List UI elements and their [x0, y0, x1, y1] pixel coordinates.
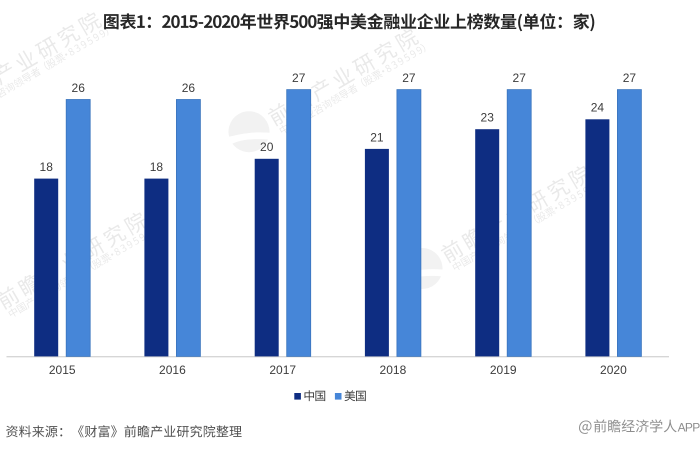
svg-text:27: 27	[292, 71, 306, 85]
svg-text:26: 26	[72, 81, 86, 95]
svg-text:2020: 2020	[600, 363, 627, 377]
svg-text:18: 18	[40, 160, 54, 174]
svg-text:27: 27	[402, 71, 416, 85]
svg-text:21: 21	[370, 130, 384, 144]
svg-text:18: 18	[150, 160, 164, 174]
svg-text:23: 23	[481, 111, 495, 125]
svg-text:2015: 2015	[49, 363, 76, 377]
svg-text:24: 24	[591, 101, 605, 115]
svg-text:27: 27	[513, 71, 527, 85]
svg-text:APP: APP	[678, 420, 700, 434]
svg-text:27: 27	[623, 71, 637, 85]
svg-text:2019: 2019	[490, 363, 517, 377]
svg-text:2016: 2016	[159, 363, 186, 377]
svg-text:2018: 2018	[380, 363, 407, 377]
svg-text:20: 20	[260, 140, 274, 154]
svg-text:2017: 2017	[269, 363, 296, 377]
svg-text:26: 26	[182, 81, 196, 95]
